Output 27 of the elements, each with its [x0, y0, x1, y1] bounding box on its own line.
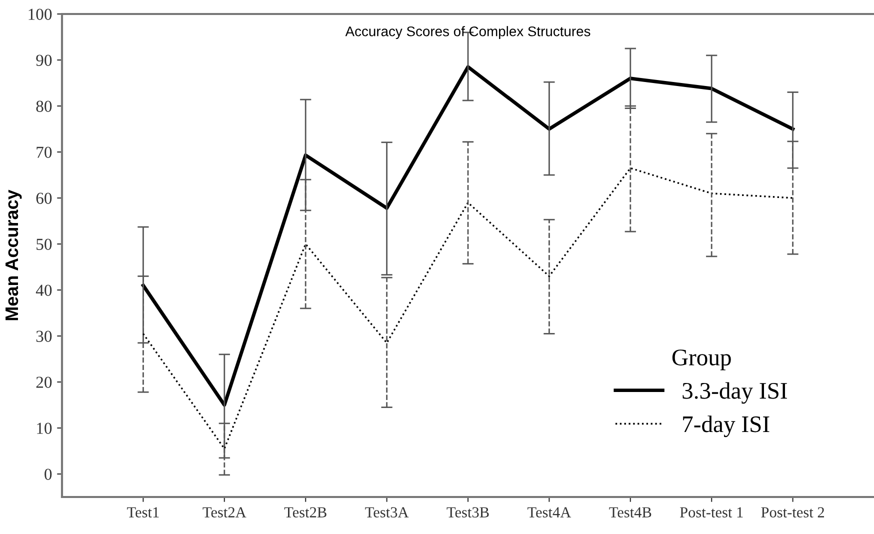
x-tick-label: Test1 [127, 507, 159, 518]
y-tick-label: 100 [28, 8, 52, 20]
x-tick-label: Test2B [284, 507, 326, 518]
x-tick-label: Test3B [446, 507, 489, 518]
y-tick-label: 0 [44, 468, 52, 480]
x-tick-label: Test3A [365, 507, 409, 518]
y-tick-label: 40 [36, 284, 52, 296]
y-tick-label: 80 [36, 100, 52, 112]
legend-title: Group [672, 350, 731, 370]
x-tick-label: Test2A [202, 507, 246, 518]
y-tick-label: 30 [36, 330, 52, 342]
x-tick-label: Post-test 1 [680, 507, 743, 518]
legend-label: 3.3-day ISI [682, 382, 787, 404]
y-axis-title: Mean Accuracy [6, 190, 22, 320]
y-tick-label: 50 [36, 238, 52, 250]
y-tick-label: 20 [36, 376, 52, 388]
line-series [142, 167, 794, 450]
text: Accuracy Scores of Complex Structures [345, 26, 590, 40]
y-tick-label: 70 [36, 146, 52, 158]
x-tick-label: Test4B [609, 507, 652, 518]
y-tick-label: 10 [37, 422, 52, 434]
x-tick-label: Test4A [528, 507, 572, 518]
x-tick-label: Post-test 2 [761, 507, 824, 518]
y-tick-label: 60 [36, 192, 52, 204]
y-tick-label: 90 [36, 54, 52, 66]
legend-label: 7-day ISI [683, 416, 770, 438]
line-series [141, 65, 795, 407]
